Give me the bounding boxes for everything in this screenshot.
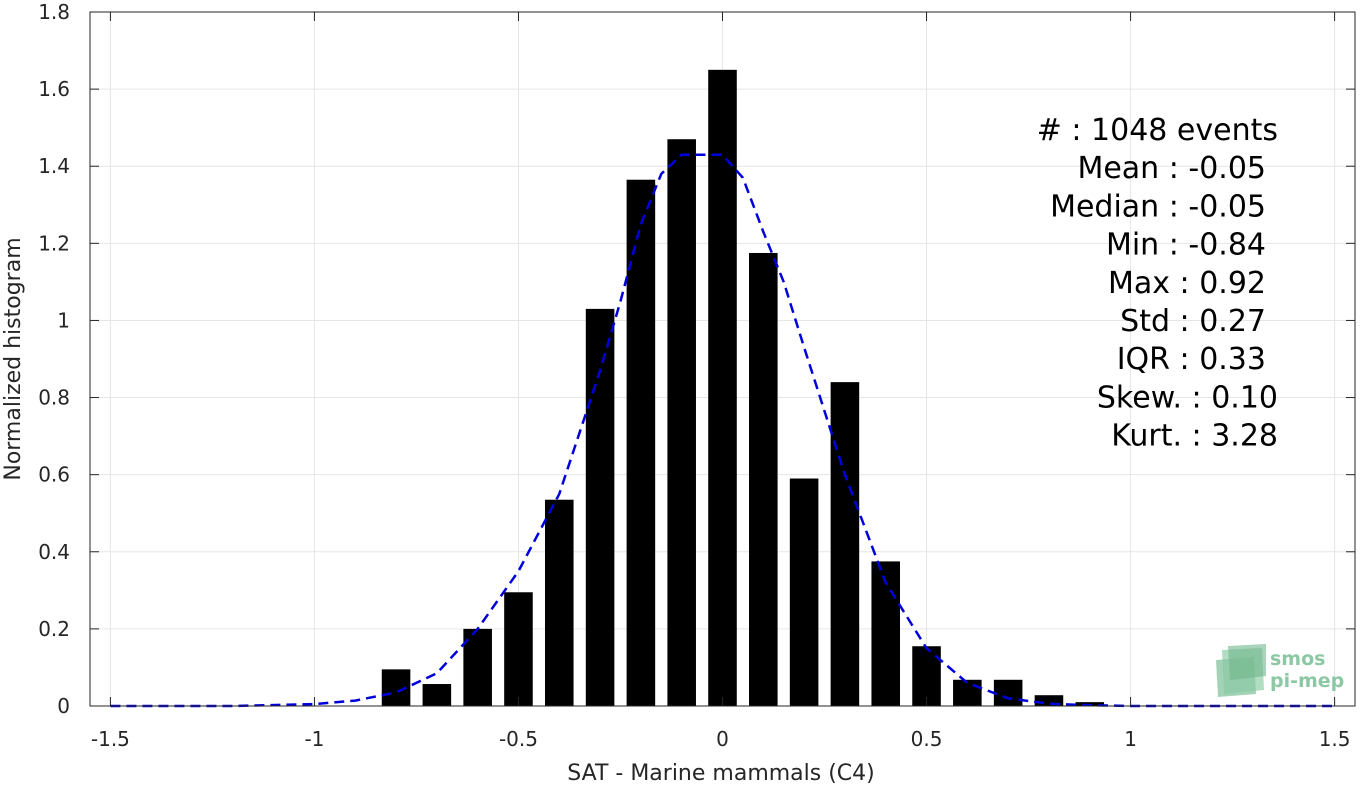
- histogram-bar: [993, 679, 1023, 706]
- histogram-bar: [504, 592, 533, 706]
- stat-line: Std : 0.27: [1120, 304, 1266, 339]
- stat-line: Kurt. : 3.28: [1111, 419, 1278, 454]
- x-tick-label: 0.5: [911, 727, 943, 751]
- y-tick-label: 1.2: [38, 231, 70, 255]
- logo-emblem-icon: [1216, 644, 1266, 697]
- stat-line: # : 1048 events: [1037, 113, 1278, 148]
- y-tick-label: 1.6: [38, 77, 70, 101]
- histogram-bar: [708, 69, 737, 707]
- x-tick-label: -1: [304, 727, 324, 751]
- histogram-bar: [667, 139, 696, 706]
- histogram-bar: [544, 499, 574, 706]
- logo-text-line1: smos: [1270, 648, 1325, 670]
- stat-line: IQR : 0.33: [1117, 342, 1266, 377]
- ticks-layer: [90, 11, 1355, 707]
- histogram-bar: [1034, 695, 1064, 706]
- logo-text-line2: pi-mep: [1270, 670, 1344, 692]
- y-tick-label: 1.8: [38, 0, 70, 24]
- smos-pimep-logo: smos pi-mep: [1216, 644, 1344, 697]
- stat-line: Skew. : 0.10: [1097, 380, 1278, 415]
- x-tick-label: 1: [1124, 727, 1137, 751]
- y-axis-label: Normalized histogram: [1, 237, 26, 480]
- histogram-bar: [626, 179, 656, 706]
- bars-layer: [381, 69, 1105, 707]
- y-tick-label: 0.8: [38, 386, 70, 410]
- histogram-bar: [830, 382, 860, 706]
- histogram-bar: [789, 478, 819, 706]
- stat-line: Mean : -0.05: [1077, 151, 1266, 186]
- y-tick-label: 0.4: [38, 540, 70, 564]
- stat-line: Max : 0.92: [1108, 266, 1266, 301]
- normal-fit-curve: [110, 153, 1335, 708]
- y-tick-label: 1: [57, 308, 70, 332]
- histogram-bar: [463, 628, 492, 706]
- x-tick-label: 0: [716, 727, 729, 751]
- y-tick-label: 0.2: [38, 617, 70, 641]
- histogram-bar: [953, 679, 982, 706]
- histogram-bar: [871, 561, 901, 706]
- y-tick-label: 1.4: [38, 154, 70, 178]
- histogram-bar: [585, 308, 615, 706]
- histogram-bar: [749, 252, 778, 706]
- x-tick-label: -0.5: [499, 727, 538, 751]
- stat-line: Min : -0.84: [1106, 228, 1266, 263]
- y-tick-label: 0: [57, 694, 70, 718]
- stat-line: Median : -0.05: [1050, 189, 1266, 224]
- y-tick-labels: 0 0.2 0.4 0.6 0.8 1 1.2 1.4 1.6 1.8: [38, 0, 70, 718]
- x-tick-label: -1.5: [91, 727, 130, 751]
- y-tick-label: 0.6: [38, 463, 70, 487]
- histogram-bar: [422, 684, 452, 706]
- x-tick-label: 1.5: [1319, 727, 1351, 751]
- x-axis-label: SAT - Marine mammals (C4): [567, 761, 875, 785]
- x-tick-labels: -1.5 -1 -0.5 0 0.5 1 1.5: [91, 727, 1351, 751]
